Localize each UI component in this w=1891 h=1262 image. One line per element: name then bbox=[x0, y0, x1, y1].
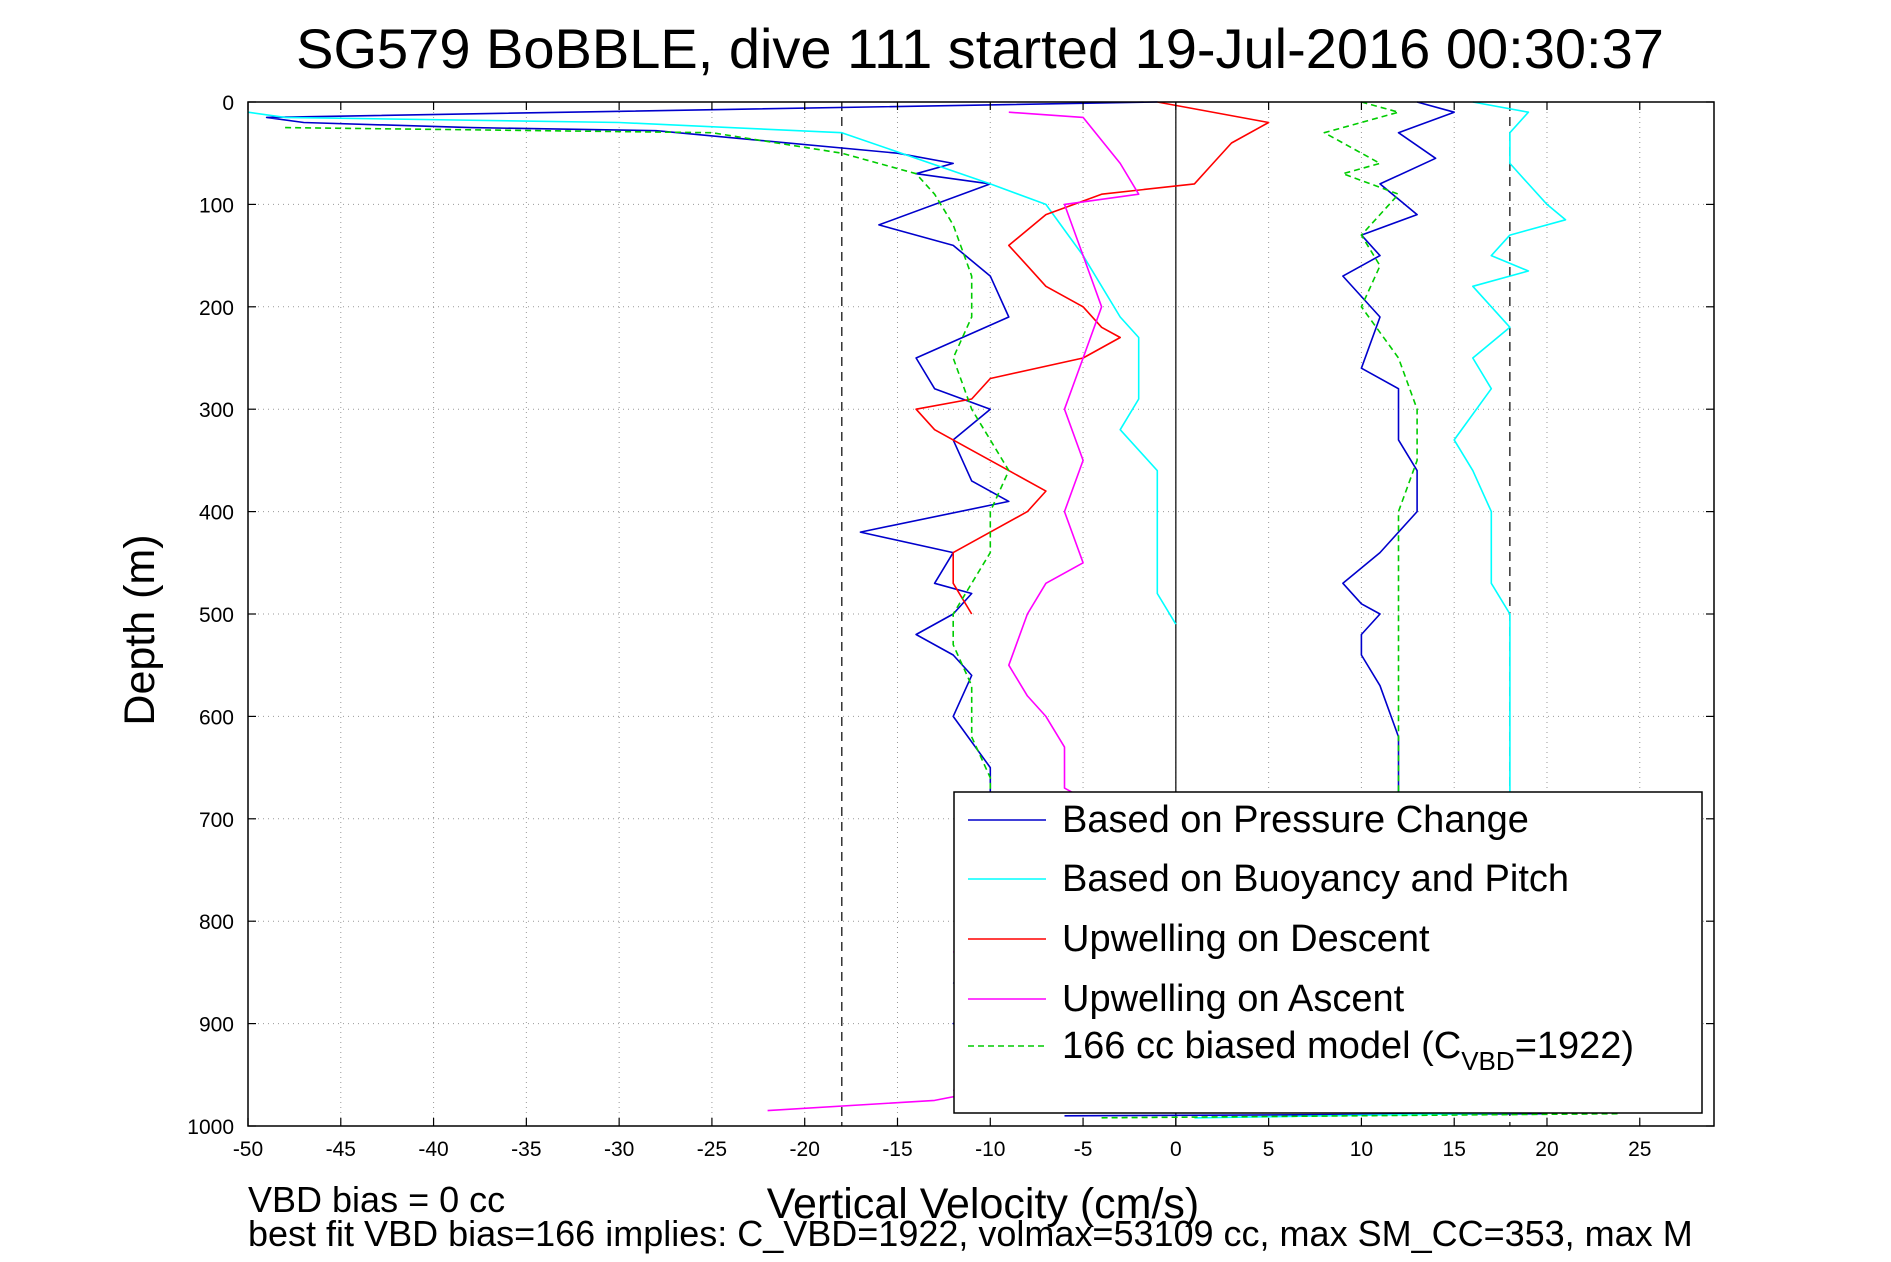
y-tick-label: 900 bbox=[199, 1014, 234, 1037]
x-tick-label: -15 bbox=[882, 1138, 912, 1161]
y-tick-label: 600 bbox=[199, 706, 234, 729]
x-tick-label: -25 bbox=[697, 1138, 727, 1161]
x-tick-label: -30 bbox=[604, 1138, 634, 1161]
x-tick-label: -45 bbox=[326, 1138, 356, 1161]
y-tick-label: 700 bbox=[199, 809, 234, 832]
x-axis-label: Vertical Velocity (cm/s) bbox=[767, 1180, 1200, 1228]
x-tick-label: -10 bbox=[975, 1138, 1005, 1161]
x-tick-label: -35 bbox=[511, 1138, 541, 1161]
x-tick-label: 15 bbox=[1443, 1138, 1466, 1161]
series-4-line bbox=[1101, 1112, 1622, 1119]
legend: Based on Pressure Change Based on Buoyanc… bbox=[953, 791, 1703, 1114]
y-tick-label: 100 bbox=[199, 194, 234, 217]
y-axis-label: Depth (m) bbox=[116, 534, 164, 725]
axes-layer bbox=[247, 101, 1715, 1127]
legend-label: Based on Buoyancy and Pitch bbox=[1062, 858, 1569, 900]
y-tick-label: 800 bbox=[199, 911, 234, 934]
series-4-line bbox=[1323, 101, 1418, 799]
x-tick-label: -40 bbox=[418, 1138, 448, 1161]
y-tick-label: 300 bbox=[199, 399, 234, 422]
y-tick-label: 400 bbox=[199, 502, 234, 525]
x-tick-label: -50 bbox=[233, 1138, 263, 1161]
best-fit-annotation: best fit VBD bias=166 implies: C_VBD=192… bbox=[248, 1213, 1693, 1254]
legend-label: Upwelling on Ascent bbox=[1062, 978, 1405, 1020]
chart-title: SG579 BoBBLE, dive 111 started 19-Jul-20… bbox=[296, 17, 1664, 80]
y-tick-label: 0 bbox=[222, 92, 234, 115]
y-tick-label: 500 bbox=[199, 604, 234, 627]
vbd-bias-annotation: VBD bias = 0 cc bbox=[248, 1179, 505, 1220]
x-tick-label: -20 bbox=[790, 1138, 820, 1161]
x-tick-label: 10 bbox=[1350, 1138, 1373, 1161]
series-0-line bbox=[265, 101, 1158, 799]
x-tick-label: 20 bbox=[1535, 1138, 1558, 1161]
y-tick-label: 1000 bbox=[187, 1116, 234, 1139]
series-3-line bbox=[1007, 111, 1140, 800]
tick-labels: -50 -45 -40 -35 -30 -25 -20 -15 -10 -5 0 5 10 15 20 250… bbox=[187, 92, 1651, 1161]
series-0-line bbox=[1342, 101, 1455, 799]
series-1-line bbox=[247, 111, 1177, 625]
series-4-line bbox=[285, 126, 1010, 799]
legend-label: Upwelling on Descent bbox=[1062, 918, 1430, 960]
legend-entries: Based on Pressure Change Based on Buoyanc… bbox=[968, 799, 1634, 1076]
legend-box bbox=[953, 791, 1703, 1114]
x-tick-label: 5 bbox=[1263, 1138, 1275, 1161]
x-tick-label: 25 bbox=[1628, 1138, 1651, 1161]
y-tick-label: 200 bbox=[199, 297, 234, 320]
x-tick-label: -5 bbox=[1074, 1138, 1093, 1161]
legend-label: 166 cc biased model (CVBD=1922) bbox=[1062, 1025, 1634, 1076]
series-1-line bbox=[1453, 101, 1567, 799]
x-tick-label: 0 bbox=[1170, 1138, 1182, 1161]
series-2-line bbox=[915, 101, 1270, 615]
legend-label: Based on Pressure Change bbox=[1062, 799, 1529, 841]
